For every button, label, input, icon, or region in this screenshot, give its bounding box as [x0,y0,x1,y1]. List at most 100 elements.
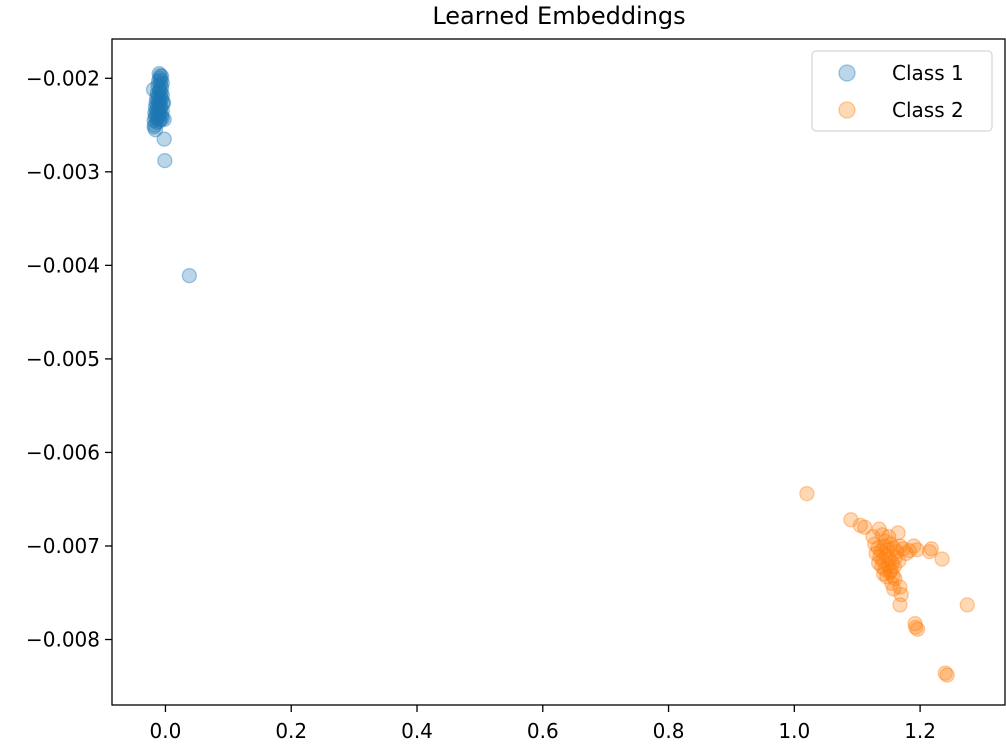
x-tick-label: 1.2 [904,719,936,743]
legend-marker-class-2 [838,101,856,119]
class-1-point [154,108,170,124]
x-tick-label: 0.2 [275,719,307,743]
class-2-point [901,543,918,559]
class-2-point [939,667,955,683]
class-2-point [886,558,902,575]
class-1-point [152,70,168,86]
class-1-point [154,91,170,107]
class-2-point [879,542,896,558]
class-1-point [154,68,170,85]
class-1-point [145,81,162,98]
class-2-point [890,525,906,541]
class-2-point [892,538,908,554]
class-1-point [156,131,172,147]
class-2-point [867,536,883,552]
class-1-point [148,114,165,130]
class-2-point [865,528,881,545]
class-2-point [875,552,891,568]
legend-marker-class-1 [838,64,856,82]
class-1-point [152,81,168,98]
x-tick-label: 0.6 [527,719,559,743]
class-2-point [909,621,926,637]
class-2-point [873,543,889,559]
class-1-point [154,110,170,127]
class-2-point [852,517,869,534]
class-1-point [181,267,198,284]
plot-area-frame [111,38,1006,706]
class-2-point [892,579,908,595]
class-2-point [843,512,859,528]
class-2-point [882,536,899,552]
class-1-point [150,93,166,109]
class-2-point [881,528,897,545]
class-2-point [877,561,893,578]
class-2-point [874,558,890,575]
class-1-point [147,99,164,115]
class-2-point [881,551,897,567]
class-2-point [871,521,887,537]
class-1-point [150,73,167,89]
class-1-point [155,94,172,111]
class-2-point [875,566,892,582]
x-axis: 0.0 0.2 0.4 0.6 0.8 1.0 1.2 [150,705,936,743]
x-tick-label: 1.0 [778,719,810,743]
y-tick-label: −0.002 [26,66,100,90]
class-1-point [152,106,168,122]
y-tick-label: −0.006 [26,440,100,464]
class-1-point [152,94,168,110]
y-tick-label: −0.005 [26,347,100,371]
legend-label-class-2: Class 2 [892,98,964,122]
class-1-point [152,67,169,84]
legend-box [811,50,993,132]
class-1-point [154,103,170,119]
class-2-point [883,562,899,578]
x-tick-label: 0.0 [150,719,182,743]
class-1-point [152,111,169,128]
class-2-point [886,581,902,597]
class-1-point [155,95,171,112]
class-2-point [872,549,888,565]
class-1-point [150,104,166,120]
class-2-point [884,575,900,592]
class-2-point [885,568,901,584]
class-1-point [148,107,164,123]
class-2-point [876,538,892,554]
class-1-point [147,117,163,133]
class-2-point [907,615,923,632]
class-1-point [147,105,163,121]
class-2-point [889,543,905,560]
y-tick-label: −0.004 [26,253,100,277]
class-1-point [151,65,167,82]
class-2-point [879,569,895,585]
class-2-point [870,555,887,571]
class-2-point [887,571,903,587]
class-2-point [921,543,938,560]
class-2-point [857,519,873,535]
class-1-point [149,85,165,101]
class-1-point [146,112,162,129]
class-1-point [146,119,162,135]
class-1-point [157,152,173,169]
class-2-point [868,545,884,562]
class-1-point [154,75,170,91]
class-2-point [898,545,914,562]
class-2-point [870,540,886,556]
class-1-point [151,83,167,100]
class-2-point [909,542,925,558]
class-2-point [934,551,950,567]
class-2-point [878,547,894,563]
class-2-point [880,557,896,573]
class-1-point [147,109,164,126]
chart-title: Learned Embeddings [432,2,685,30]
class-2-point [884,555,901,571]
class-1-point [149,110,165,127]
class-2-point [882,564,898,580]
class-2-point [799,485,815,502]
legend-label-class-1: Class 1 [892,61,964,85]
class-1-point [150,100,167,116]
class-2-point [895,541,911,557]
class-1-point [150,78,166,94]
class-2-point [906,538,922,554]
class-1-point [154,79,170,96]
